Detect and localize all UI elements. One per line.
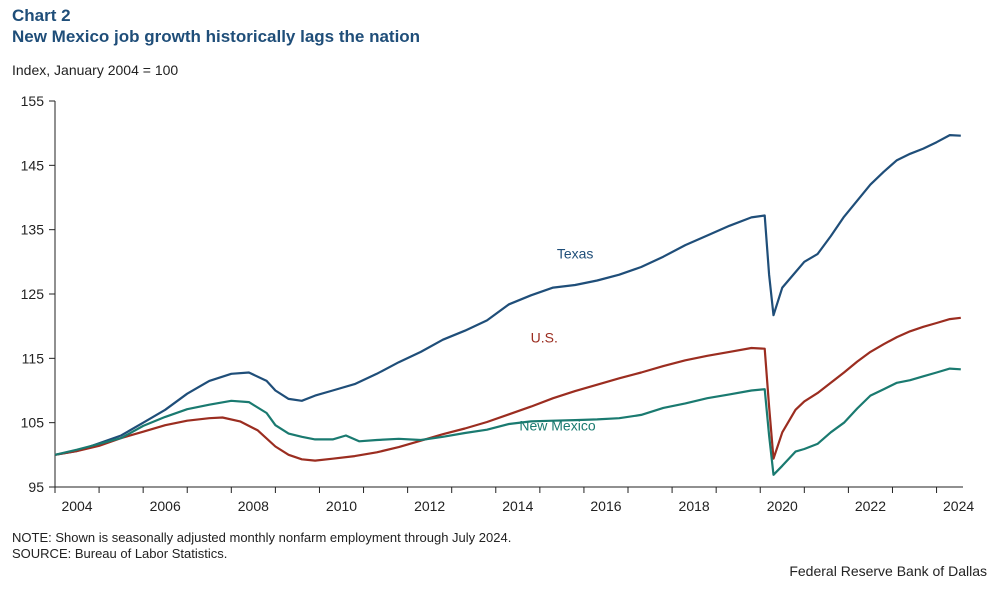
x-tick-label: 2018: [679, 498, 710, 514]
x-tick-label: 2006: [150, 498, 181, 514]
y-tick-label: 135: [21, 222, 45, 238]
x-tick-label: 2020: [767, 498, 798, 514]
y-axis: 95 105 115 125 135 145 155: [21, 93, 56, 495]
series-label: Texas: [557, 246, 594, 262]
series-label: U.S.: [531, 329, 558, 345]
y-tick-label: 105: [21, 415, 45, 431]
x-tick-label: 2014: [502, 498, 533, 514]
x-tick-label: 2024: [943, 498, 974, 514]
publisher-credit: Federal Reserve Bank of Dallas: [789, 563, 987, 579]
x-tick-label: 2008: [238, 498, 269, 514]
y-tick-label: 95: [28, 479, 44, 495]
series-group: [54, 134, 961, 476]
series-line-new-mexico: [54, 367, 961, 476]
x-tick-label: 2022: [855, 498, 886, 514]
chart-note: NOTE: Shown is seasonally adjusted month…: [12, 530, 512, 545]
x-tick-label: 2016: [590, 498, 621, 514]
x-tick-label: 2010: [326, 498, 357, 514]
y-tick-label: 145: [21, 157, 45, 173]
chart-source: SOURCE: Bureau of Labor Statistics.: [12, 546, 228, 561]
chart-title: New Mexico job growth historically lags …: [12, 27, 421, 46]
series-line-texas: [54, 134, 961, 456]
series-line-u-s: [54, 316, 961, 462]
x-tick-label: 2004: [61, 498, 92, 514]
chart-number: Chart 2: [12, 6, 71, 25]
y-tick-label: 125: [21, 286, 45, 302]
x-axis: 2004 2006 2008 2010 2012 2014 2016 2018 2020 2022…: [54, 486, 974, 514]
series-labels: Texas U.S. New Mexico: [519, 246, 595, 434]
y-tick-label: 155: [21, 93, 45, 109]
y-axis-unit-label: Index, January 2004 = 100: [12, 62, 179, 78]
series-label: New Mexico: [519, 417, 595, 433]
x-tick-label: 2012: [414, 498, 445, 514]
y-tick-label: 115: [22, 350, 45, 366]
